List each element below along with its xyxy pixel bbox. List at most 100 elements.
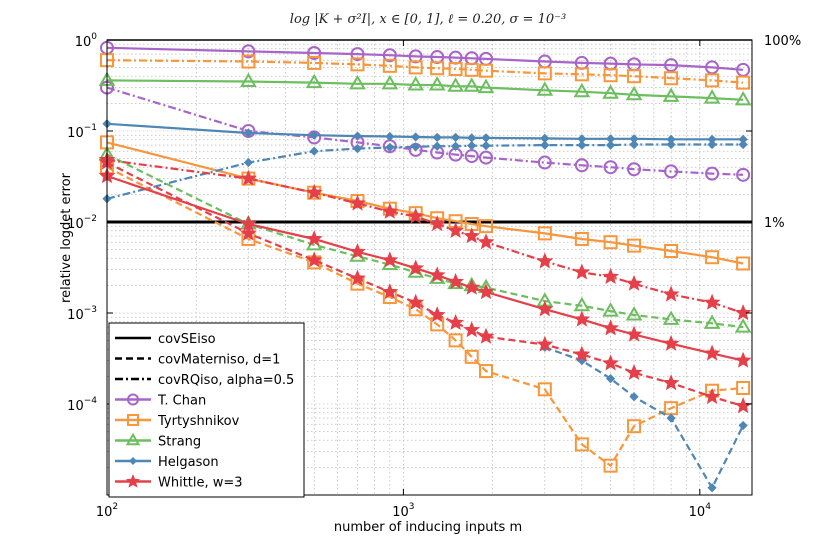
data-point [734,318,752,333]
data-point [408,49,423,64]
data-point [537,155,552,170]
grid [106,39,752,496]
data-point [381,202,399,219]
data-point [536,300,554,317]
data-point [540,140,550,150]
series-line [106,141,744,265]
data-point [602,302,619,317]
data-point [350,57,365,72]
data-point [411,142,421,152]
legend-box [108,322,305,498]
legend: covSEiso covMaterniso, d=1 covRQiso, alpha… [108,322,305,498]
circle-marker [127,393,139,406]
data-point [447,313,464,330]
data-point [305,183,323,200]
data-point [464,349,479,364]
data-point [736,75,751,90]
legend-entry-label: covRQiso, alpha=0.5 [158,373,294,388]
data-point [381,283,399,300]
series-line [106,59,744,84]
data-point [537,66,552,81]
data-point [662,87,680,102]
data-point [407,207,425,224]
data-point [625,306,643,321]
data-point [241,44,256,59]
series-line [544,346,745,491]
data-point [381,251,399,268]
data-point [574,67,589,82]
series-5 [98,71,752,106]
data-point [309,130,319,140]
data-point [664,58,679,73]
data-point [479,63,494,78]
data-point [605,374,616,384]
data-point [352,144,363,154]
y-tick-label: 100 [75,32,98,50]
series-10 [98,167,752,368]
data-point [573,310,591,327]
data-point [240,169,257,186]
data-point [625,85,643,101]
data-point [428,76,446,91]
data-point [603,160,618,175]
data-point [662,285,680,302]
reference-line-label: 1% [764,216,785,231]
data-point [664,71,679,86]
data-point [479,150,494,165]
data-point [703,344,721,361]
data-point [349,242,366,260]
data-point [625,363,643,381]
data-point [305,230,323,247]
data-point [240,72,257,87]
data-point [629,139,639,150]
legend-entry-label: Tyrtyshnikov [157,414,240,429]
data-point [382,48,397,63]
data-point [736,167,751,182]
data-point [432,132,442,143]
data-point [603,68,618,83]
y-tick-label: 10−3 [67,305,97,323]
y-tick-label: 10−4 [67,396,97,414]
data-point [463,77,481,92]
data-point [574,158,589,173]
series-layer [98,40,752,493]
data-point [602,319,619,336]
data-point [734,351,752,368]
series-12 [98,151,752,321]
data-point [385,131,395,142]
data-point [703,387,721,404]
data-point [734,90,752,106]
chart-title: log |K + σ²I|, x ∈ [0, 1], ℓ = 0.20, σ =… [290,12,566,27]
data-point [450,141,461,151]
data-point [450,132,461,143]
y-tick-label: 10−1 [67,123,97,141]
data-point [408,60,423,75]
series-4 [100,53,751,90]
data-point [573,82,591,98]
square-marker [127,414,139,426]
data-point [464,62,479,77]
data-point [305,73,323,89]
data-point [382,58,397,73]
series-line [106,153,744,329]
data-point [463,227,481,244]
x-tick-label: 104 [689,502,712,520]
data-point [703,293,721,310]
series-11 [98,153,752,414]
series-0 [100,40,751,77]
legend-entry-label: Whittle, w=3 [158,476,243,491]
data-point [381,74,399,90]
data-point [736,380,751,395]
data-point [407,259,425,276]
data-point [738,139,748,150]
data-point [627,419,642,434]
legend-entry-label: covMaterniso, d=1 [158,353,280,368]
legend-entry-label: Strang [158,435,201,450]
data-point [603,235,618,250]
data-point [536,252,554,269]
series-line [106,46,744,71]
data-point [240,224,257,241]
data-point [705,166,720,181]
data-point [428,306,446,323]
data-point [349,269,366,286]
